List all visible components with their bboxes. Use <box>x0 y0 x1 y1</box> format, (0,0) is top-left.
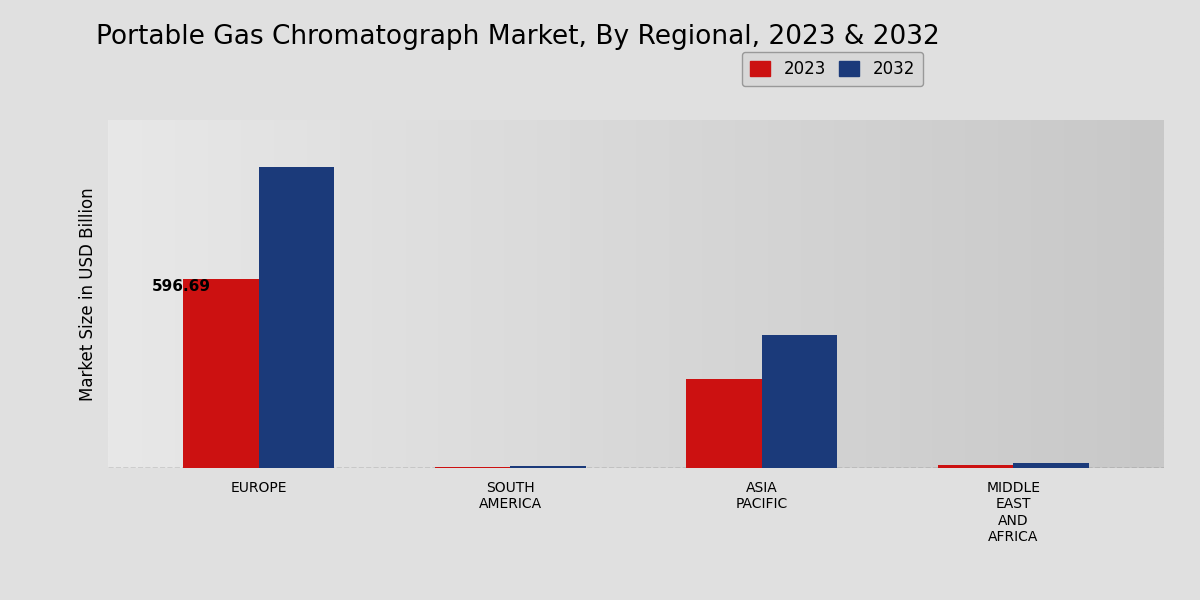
Text: Portable Gas Chromatograph Market, By Regional, 2023 & 2032: Portable Gas Chromatograph Market, By Re… <box>96 24 940 50</box>
Bar <box>259 167 335 468</box>
Bar <box>1013 463 1088 468</box>
Text: 596.69: 596.69 <box>152 279 211 294</box>
Bar <box>434 467 510 468</box>
Y-axis label: Market Size in USD Billion: Market Size in USD Billion <box>79 187 97 401</box>
Bar <box>184 279 259 468</box>
Legend: 2023, 2032: 2023, 2032 <box>742 52 923 86</box>
Bar <box>510 466 586 468</box>
Bar <box>686 379 762 468</box>
Bar <box>762 335 838 468</box>
Bar <box>937 466 1013 468</box>
